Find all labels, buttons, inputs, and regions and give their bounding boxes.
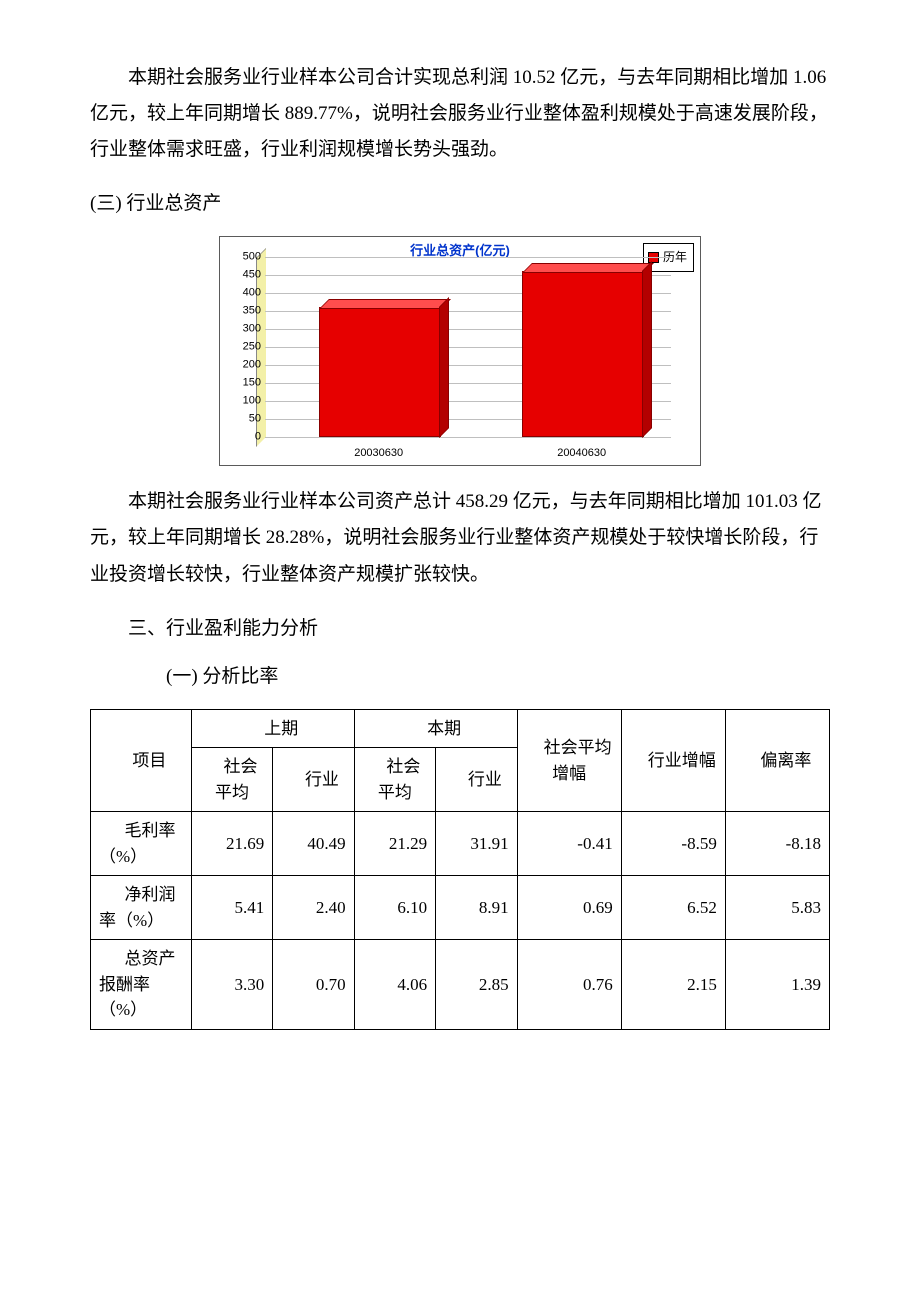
analysis-ratio-table: 项目上期本期社会平均增幅行业增幅偏离率社会平均行业社会平均行业毛利率（%）21.…: [90, 709, 830, 1030]
y-tick-label: 0: [255, 427, 261, 448]
table-cell: -0.41: [517, 812, 621, 876]
y-tick-label: 350: [243, 301, 261, 322]
row-label: 毛利率（%）: [91, 812, 192, 876]
table-header-cell: 偏离率: [725, 709, 829, 812]
table-cell: 6.10: [354, 876, 435, 940]
y-tick-label: 200: [243, 355, 261, 376]
y-tick-label: 100: [243, 391, 261, 412]
y-tick-label: 400: [243, 283, 261, 304]
x-tick-label: 20030630: [354, 443, 403, 464]
heading-profitability-analysis: 三、行业盈利能力分析: [90, 611, 830, 647]
row-label: 总资产报酬率（%）: [91, 940, 192, 1030]
table-header-row: 项目上期本期社会平均增幅行业增幅偏离率: [91, 709, 830, 748]
table-cell: 3.30: [191, 940, 272, 1030]
table-cell: 21.29: [354, 812, 435, 876]
table-cell: 5.83: [725, 876, 829, 940]
table-row: 总资产报酬率（%）3.300.704.062.850.762.151.39: [91, 940, 830, 1030]
table-header-cell: 上期: [191, 709, 354, 748]
gridline: [265, 257, 671, 258]
paragraph-assets-summary: 本期社会服务业行业样本公司资产总计 458.29 亿元，与去年同期相比增加 10…: [90, 484, 830, 592]
table-header-cell: 本期: [354, 709, 517, 748]
table-cell: 31.91: [436, 812, 517, 876]
bar: [319, 309, 439, 438]
table-row: 毛利率（%）21.6940.4921.2931.91-0.41-8.59-8.1…: [91, 812, 830, 876]
heading-analysis-ratio: (一) 分析比率: [90, 659, 830, 695]
table-header-cell: 行业: [273, 748, 354, 812]
bar: [522, 273, 642, 438]
y-tick-label: 250: [243, 337, 261, 358]
table-header-cell: 行业增幅: [621, 709, 725, 812]
table-cell: -8.59: [621, 812, 725, 876]
total-assets-bar-chart: 行业总资产(亿元)历年05010015020025030035040045050…: [219, 236, 701, 466]
table-cell: 0.69: [517, 876, 621, 940]
chart-container: 行业总资产(亿元)历年05010015020025030035040045050…: [90, 236, 830, 466]
x-tick-label: 20040630: [557, 443, 606, 464]
table-cell: 0.70: [273, 940, 354, 1030]
plot-area: 0501001502002503003504004505002003063020…: [264, 257, 671, 438]
table-header-cell: 社会平均: [354, 748, 435, 812]
table-header-cell: 行业: [436, 748, 517, 812]
table-cell: 4.06: [354, 940, 435, 1030]
table-cell: 6.52: [621, 876, 725, 940]
table-cell: 5.41: [191, 876, 272, 940]
gridline: [265, 437, 671, 438]
y-tick-label: 50: [249, 409, 261, 430]
table-cell: 40.49: [273, 812, 354, 876]
paragraph-profit-summary: 本期社会服务业行业样本公司合计实现总利润 10.52 亿元，与去年同期相比增加 …: [90, 60, 830, 168]
table-cell: 0.76: [517, 940, 621, 1030]
table-header-cell: 社会平均增幅: [517, 709, 621, 812]
table-cell: 21.69: [191, 812, 272, 876]
table-cell: 2.40: [273, 876, 354, 940]
y-tick-label: 500: [243, 247, 261, 268]
y-tick-label: 150: [243, 373, 261, 394]
y-tick-label: 300: [243, 319, 261, 340]
table-cell: 8.91: [436, 876, 517, 940]
y-tick-label: 450: [243, 265, 261, 286]
table-cell: -8.18: [725, 812, 829, 876]
heading-total-assets: (三) 行业总资产: [90, 186, 830, 222]
table-header-cell: 项目: [91, 709, 192, 812]
table-cell: 1.39: [725, 940, 829, 1030]
table-cell: 2.85: [436, 940, 517, 1030]
row-label: 净利润率（%）: [91, 876, 192, 940]
table-row: 净利润率（%）5.412.406.108.910.696.525.83: [91, 876, 830, 940]
table-cell: 2.15: [621, 940, 725, 1030]
table-header-cell: 社会平均: [191, 748, 272, 812]
